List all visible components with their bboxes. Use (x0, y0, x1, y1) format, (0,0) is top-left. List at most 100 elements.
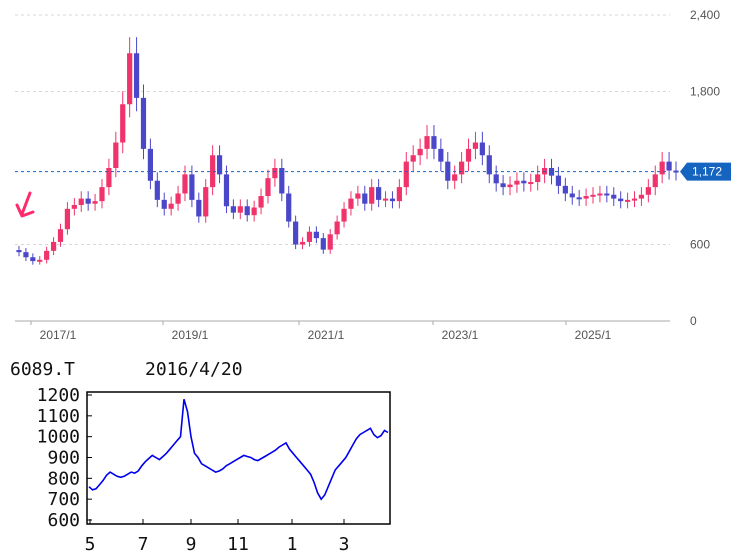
candle (293, 215, 299, 250)
candle-body (71, 204, 77, 209)
candle-body (590, 194, 596, 197)
candle-body (431, 136, 437, 149)
candle (320, 233, 326, 254)
candles (16, 37, 679, 265)
candle (583, 188, 589, 206)
x-axis-labels: 5 7 9 11 1 3 (85, 519, 349, 555)
candle-body (133, 53, 140, 98)
candle (638, 187, 645, 206)
candle (106, 158, 112, 196)
candle (500, 175, 506, 196)
candle-body (507, 184, 513, 188)
candle (216, 145, 223, 184)
candle-body (486, 155, 492, 175)
candle (272, 158, 278, 187)
candle-body (92, 201, 98, 204)
candle-body (258, 196, 264, 208)
candle (666, 152, 672, 180)
x-tick-label: 2025/1 (575, 328, 612, 342)
candle (327, 229, 333, 254)
candle-body (624, 199, 631, 202)
candle-body (472, 142, 479, 149)
candle-body (279, 168, 285, 194)
x-tick-label: 5 (85, 534, 96, 555)
candle-body (127, 53, 133, 105)
candle-body (562, 185, 568, 194)
candle-body (521, 180, 527, 184)
candle-body (438, 148, 444, 162)
candle (604, 185, 610, 203)
candle (265, 169, 271, 204)
candle (355, 185, 361, 206)
candle (168, 196, 174, 216)
candle (334, 215, 340, 240)
candle-body (459, 161, 465, 175)
candle-body (37, 259, 43, 262)
y-tick-label: 700 (47, 489, 80, 510)
candle (472, 131, 479, 160)
candle (23, 248, 29, 262)
candle (341, 202, 347, 228)
candle (313, 226, 319, 244)
y-tick-label: 1000 (37, 427, 80, 448)
y-tick-label: 1100 (37, 406, 80, 427)
candle-body (230, 206, 236, 213)
candle-body (611, 194, 617, 199)
candle-body (196, 199, 202, 217)
candle (16, 245, 22, 257)
candle (44, 246, 50, 264)
candle-body (597, 193, 603, 196)
candle-body (251, 207, 257, 216)
ticker-label: 6089.T (10, 359, 75, 380)
y-tick-label: 1200 (37, 385, 80, 406)
candle-body (659, 161, 665, 175)
candle (459, 152, 465, 184)
candle (78, 191, 84, 212)
candle-body (514, 180, 520, 185)
current-price-badge-shape (680, 162, 731, 181)
candle-body (355, 193, 361, 199)
candle-body (154, 180, 160, 200)
y-tick-label: 600 (690, 238, 710, 252)
candle-body (113, 142, 119, 168)
candle (189, 165, 195, 208)
y-tick-label: 800 (47, 468, 80, 489)
candle (210, 145, 216, 196)
x-tick-label: 2023/1 (442, 328, 479, 342)
candle-body (168, 203, 174, 209)
candle-body (604, 193, 610, 196)
candle-body (147, 148, 153, 181)
y-tick-label: 600 (47, 510, 80, 531)
candle (237, 199, 243, 220)
candle-body (216, 155, 223, 175)
candle-body (175, 193, 181, 204)
x-tick-label: 2017/1 (40, 328, 77, 342)
candle (410, 145, 416, 172)
candle (645, 179, 651, 203)
candle-body (645, 187, 651, 195)
candle (569, 185, 575, 205)
candle (417, 138, 423, 166)
candle (631, 191, 638, 208)
candle-body (569, 193, 575, 198)
y-tick-label: 900 (47, 448, 80, 469)
candle-body (652, 174, 658, 188)
candle-body (306, 231, 313, 242)
candle (37, 256, 43, 265)
candle (562, 177, 568, 202)
candle (182, 165, 188, 202)
candle (624, 192, 631, 209)
candle-body (203, 187, 209, 217)
current-price-label: 1,172 (692, 165, 722, 179)
candle (286, 185, 292, 228)
candle-body (286, 193, 292, 222)
candle (535, 165, 541, 191)
candle-body (583, 196, 589, 199)
candle-body (85, 198, 91, 204)
candle-body (376, 187, 382, 200)
candle (258, 188, 264, 215)
grid-lines (15, 14, 670, 245)
sub-line-chart: 6089.T 2016/4/20 12001100100090080070060… (10, 359, 391, 555)
candle (576, 189, 582, 206)
candle (445, 152, 451, 190)
